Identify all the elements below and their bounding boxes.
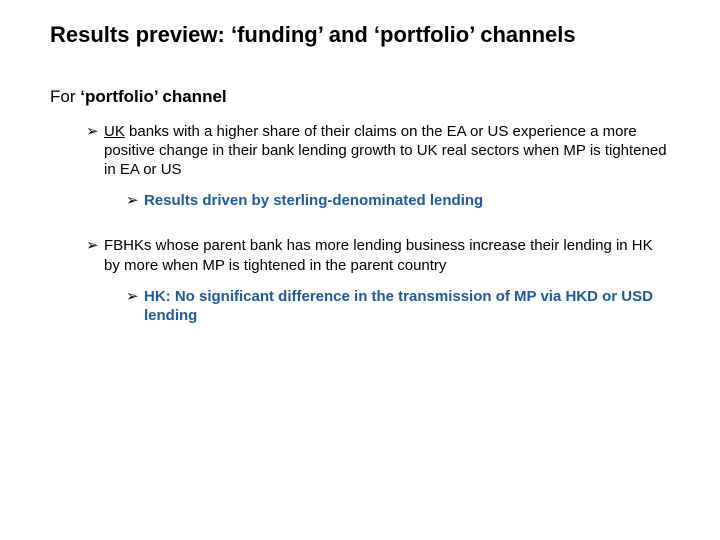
bullet-sub-text: HK: No significant difference in the tra… (144, 287, 670, 325)
uk-underline: UK (104, 123, 125, 140)
bullet-sub-text: Results driven by sterling-denominated l… (144, 191, 670, 210)
subheading-strong: ‘portfolio’ channel (80, 87, 226, 106)
bullet-marker-icon: ➢ (86, 122, 104, 180)
bullet-text: FBHKs whose parent bank has more lending… (104, 236, 670, 274)
bullet-marker-icon: ➢ (126, 287, 144, 325)
bullet-sub-item: ➢ HK: No significant difference in the t… (126, 287, 670, 325)
bullet-marker-icon: ➢ (86, 236, 104, 274)
slide-title: Results preview: ‘funding’ and ‘portfoli… (50, 22, 670, 48)
bullet-item: ➢ UK banks with a higher share of their … (86, 122, 670, 180)
subheading: For ‘portfolio’ channel (50, 86, 670, 107)
bullet-item: ➢ FBHKs whose parent bank has more lendi… (86, 236, 670, 274)
subheading-prefix: For (50, 87, 80, 106)
bullet-sub-item: ➢ Results driven by sterling-denominated… (126, 191, 670, 210)
bullet-marker-icon: ➢ (126, 191, 144, 210)
bullet-text: UK banks with a higher share of their cl… (104, 122, 670, 180)
bullet-text-rest: banks with a higher share of their claim… (104, 123, 667, 178)
slide: Results preview: ‘funding’ and ‘portfoli… (0, 0, 720, 540)
